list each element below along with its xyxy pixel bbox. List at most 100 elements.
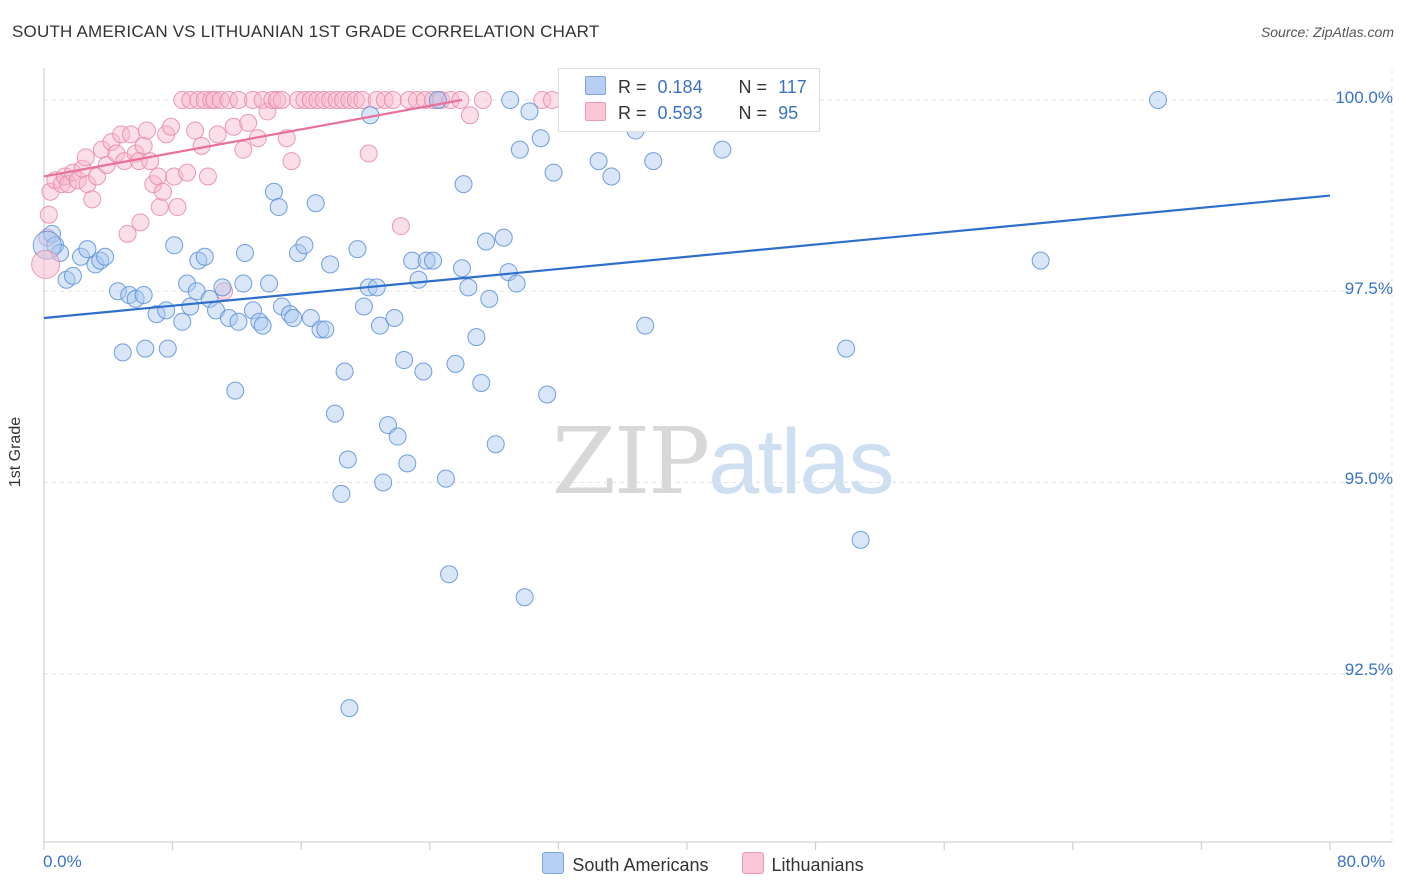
south-american-point xyxy=(370,316,389,335)
lithuanian-point xyxy=(76,148,95,167)
lithuanian-point xyxy=(533,90,552,109)
legend-r-value: 0.184 xyxy=(657,77,703,97)
south-american-point xyxy=(269,198,288,217)
lithuanian-point xyxy=(195,90,214,109)
axes xyxy=(43,68,1392,850)
south-american-point xyxy=(306,194,325,213)
south-american-point xyxy=(71,247,90,266)
lithuanian-point xyxy=(327,90,346,109)
south-american-point xyxy=(477,232,496,251)
legend-label-south-americans: South Americans xyxy=(572,855,709,875)
south-american-point xyxy=(158,339,177,358)
south-american-point xyxy=(173,312,192,331)
lithuanian-point xyxy=(68,171,87,190)
south-american-point xyxy=(340,699,359,718)
lithuanian-point xyxy=(253,90,272,109)
lithuanian-point xyxy=(288,90,307,109)
lithuanian-point xyxy=(263,90,282,109)
lithuanian-point xyxy=(219,90,238,109)
south-american-point xyxy=(264,182,283,201)
south-american-point xyxy=(229,312,248,331)
south-american-point xyxy=(113,343,132,362)
lithuanian-point xyxy=(301,90,320,109)
south-american-point xyxy=(644,152,663,171)
legend-item-lithuanians[interactable]: Lithuanians xyxy=(741,852,864,876)
south-american-point xyxy=(851,530,870,549)
south-american-point xyxy=(213,278,232,297)
south-american-point xyxy=(284,308,303,327)
south-american-point xyxy=(414,362,433,381)
source-label: Source: ZipAtlas.com xyxy=(1260,24,1394,40)
south-american-point xyxy=(398,454,417,473)
legend-r-label: R = xyxy=(618,77,647,97)
legend-n-value: 117 xyxy=(778,77,807,97)
legend-row-south-americans: R = 0.184 N = 117 xyxy=(585,76,807,100)
lithuanian-point xyxy=(239,113,258,132)
south-americans-points xyxy=(31,90,1167,718)
lithuanians-points xyxy=(38,90,671,301)
south-american-point xyxy=(219,308,238,327)
south-american-point xyxy=(354,297,373,316)
south-american-point xyxy=(335,362,354,381)
lithuanian-point xyxy=(383,90,402,109)
south-american-point xyxy=(452,259,471,278)
south-american-point xyxy=(459,278,478,297)
south-american-point xyxy=(385,308,404,327)
south-american-point xyxy=(1148,90,1167,109)
south-american-point xyxy=(837,339,856,358)
south-american-point xyxy=(147,305,166,324)
lithuanian-point xyxy=(258,102,277,121)
south-american-point xyxy=(108,282,127,301)
south-american-point xyxy=(472,374,491,392)
x-tick-label-min: 0.0% xyxy=(43,852,82,871)
lithuanian-point xyxy=(346,90,365,109)
south-american-point xyxy=(374,473,393,492)
chart-title: SOUTH AMERICAN VS LITHUANIAN 1ST GRADE C… xyxy=(12,22,600,41)
series-legend: South Americans Lithuanians xyxy=(0,852,1406,876)
lithuanian-point-cluster xyxy=(31,249,61,279)
lithuanian-point xyxy=(460,106,479,125)
lithuanian-point xyxy=(268,90,287,109)
south-american-point xyxy=(440,565,459,584)
lithuanian-point xyxy=(198,167,217,186)
south-american-point xyxy=(507,274,526,293)
south-american-point xyxy=(636,316,655,335)
south-american-point xyxy=(195,247,214,266)
legend-r-value: 0.593 xyxy=(657,103,703,123)
legend-n-value: 95 xyxy=(778,103,799,123)
south-american-point xyxy=(467,328,486,347)
south-american-point xyxy=(424,251,443,270)
south-american-point xyxy=(234,274,253,293)
south-american-point xyxy=(288,243,307,262)
lithuanian-point xyxy=(295,90,314,109)
south-american-point xyxy=(325,404,344,423)
legend-item-south-americans[interactable]: South Americans xyxy=(542,852,708,876)
south-american-point xyxy=(63,266,82,285)
south-american-point xyxy=(395,351,414,370)
south-american-point xyxy=(157,301,176,320)
y-tick-label-92-5: 92.5% xyxy=(1344,660,1393,679)
lithuanian-point xyxy=(333,90,352,109)
lithuanian-point xyxy=(134,136,153,155)
watermark-atlas: atlas xyxy=(708,411,894,513)
south-american-point xyxy=(494,228,513,247)
south-american-point xyxy=(260,274,279,293)
lithuanian-point xyxy=(205,90,224,109)
south-american-point xyxy=(96,247,115,266)
lithuanian-point xyxy=(161,117,180,136)
south-american-point xyxy=(602,167,621,186)
lithuanian-point xyxy=(353,90,372,109)
lithuanian-point xyxy=(308,90,327,109)
south-american-point xyxy=(379,416,398,435)
lithuanian-point xyxy=(102,133,121,152)
south-american-point xyxy=(136,339,155,358)
south-american-point xyxy=(515,588,534,607)
x-tick-label-max: 80.0% xyxy=(1337,852,1386,871)
legend-swatch-pink xyxy=(585,102,606,121)
legend-swatch-south-americans xyxy=(542,852,565,874)
legend-swatch-blue xyxy=(585,76,606,95)
legend-r-label: R = xyxy=(618,103,647,123)
lithuanian-point xyxy=(321,90,340,109)
south-american-point xyxy=(436,469,455,488)
lithuanian-point xyxy=(112,125,131,144)
